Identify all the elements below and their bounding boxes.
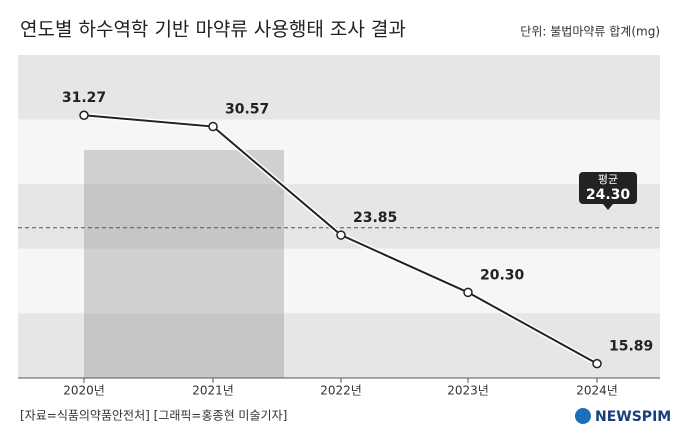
x-tick-label: 2020년 — [63, 384, 105, 398]
band — [18, 248, 660, 314]
illustration — [84, 150, 284, 378]
unit-note: 단위: 불법마약류 합계(mg) — [520, 24, 660, 39]
point — [336, 230, 346, 240]
value-label: 20.30 — [480, 267, 525, 283]
value-label: 31.27 — [62, 90, 106, 106]
band — [18, 313, 660, 378]
value-label: 15.89 — [609, 339, 653, 355]
x-tick-label: 2022년 — [320, 384, 362, 398]
point — [592, 358, 602, 369]
chart-title: 연도별 하수역학 기반 마약류 사용행태 조사 결과 — [20, 19, 406, 41]
point — [208, 121, 218, 132]
x-tick-label: 2021년 — [192, 384, 234, 398]
average-label: 평균 — [598, 173, 618, 186]
average-value: 24.30 — [586, 187, 631, 203]
value-label: 30.57 — [225, 102, 269, 118]
value-label: 23.85 — [353, 210, 397, 226]
band — [18, 119, 660, 185]
average-callout — [579, 172, 637, 210]
source: [자료=식품의약품안전처] [그래픽=홍종현 미술기자] — [20, 408, 287, 423]
band — [18, 55, 660, 120]
x-tick-label: 2023년 — [447, 384, 489, 398]
logo-icon — [575, 408, 591, 424]
point — [79, 110, 89, 120]
point — [463, 287, 473, 298]
logo: NEWSPIM — [595, 409, 671, 425]
x-tick-label: 2024년 — [576, 384, 618, 398]
